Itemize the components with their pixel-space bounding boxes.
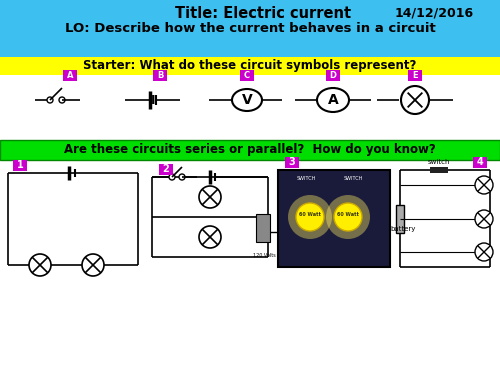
Circle shape [29, 254, 51, 276]
Bar [153, 69, 167, 81]
Text: I: I [151, 93, 155, 106]
Text: 1: 1 [16, 160, 24, 170]
Text: B: B [157, 70, 163, 80]
Text: 60 Watt: 60 Watt [299, 211, 321, 216]
Text: C: C [244, 70, 250, 80]
Text: Starter: What do these circuit symbols represent?: Starter: What do these circuit symbols r… [84, 60, 416, 72]
Bar [473, 156, 487, 168]
Ellipse shape [317, 88, 349, 112]
Circle shape [326, 195, 370, 239]
Circle shape [475, 243, 493, 261]
Text: A: A [328, 93, 338, 107]
Circle shape [296, 203, 324, 231]
Bar [256, 214, 270, 242]
Text: SWITCH: SWITCH [296, 176, 316, 181]
Bar [0, 0, 500, 57]
Circle shape [59, 97, 65, 103]
Bar [13, 159, 27, 171]
Bar [326, 69, 340, 81]
Text: 4: 4 [476, 157, 484, 167]
Text: 60 Watt: 60 Watt [337, 211, 359, 216]
Bar [430, 167, 448, 173]
Text: V: V [242, 93, 252, 107]
Circle shape [82, 254, 104, 276]
Circle shape [179, 174, 185, 180]
Bar [408, 69, 422, 81]
Circle shape [475, 176, 493, 194]
Circle shape [334, 203, 362, 231]
Text: LO: Describe how the current behaves in a circuit: LO: Describe how the current behaves in … [64, 22, 436, 35]
Bar [240, 69, 254, 81]
Text: battery: battery [390, 226, 415, 232]
Bar [285, 156, 299, 168]
Bar [278, 170, 390, 267]
Bar [159, 164, 173, 174]
Text: SWITCH: SWITCH [344, 176, 362, 181]
Circle shape [47, 97, 53, 103]
Text: Are these circuits series or parallel?  How do you know?: Are these circuits series or parallel? H… [64, 144, 436, 156]
Circle shape [169, 174, 175, 180]
Text: A: A [67, 70, 73, 80]
Text: E: E [412, 70, 418, 80]
Circle shape [475, 210, 493, 228]
Bar [278, 170, 390, 267]
Bar [0, 57, 500, 75]
Text: 120 Volts: 120 Volts [252, 253, 276, 258]
Circle shape [199, 226, 221, 248]
Bar [63, 69, 77, 81]
Text: 2: 2 [162, 164, 170, 174]
Bar [396, 205, 404, 233]
Circle shape [288, 195, 332, 239]
Ellipse shape [232, 89, 262, 111]
Circle shape [401, 86, 429, 114]
Bar [0, 140, 500, 160]
Text: D: D [330, 70, 336, 80]
Circle shape [199, 186, 221, 208]
Text: Title: Electric current: Title: Electric current [175, 6, 351, 21]
Text: 3: 3 [288, 157, 296, 167]
Text: 14/12/2016: 14/12/2016 [395, 6, 474, 19]
Text: switch: switch [428, 159, 450, 165]
